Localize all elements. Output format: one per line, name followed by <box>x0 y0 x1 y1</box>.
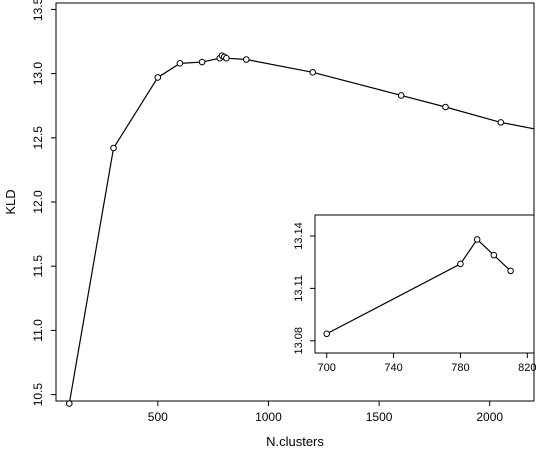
main-data-point <box>243 56 250 63</box>
main-y-axis-label: KLD <box>3 189 18 214</box>
main-data-point <box>198 58 206 66</box>
inset-data-point <box>457 260 464 268</box>
main-y-tick-label: 10.5 <box>31 383 45 407</box>
main-x-tick-label: 500 <box>148 410 168 424</box>
main-data-point <box>397 92 405 99</box>
main-data-point <box>442 103 449 111</box>
inset-y-tick-label: 13.11 <box>293 275 305 302</box>
main-x-axis: 500 1000 1500 2000 <box>148 401 503 424</box>
main-data-point <box>110 144 117 152</box>
inset-y-axis: 13.08 13.11 13.14 <box>293 222 315 355</box>
main-y-tick-label: 13.0 <box>31 62 45 86</box>
inset-plot-frame <box>314 214 535 354</box>
main-x-tick-label: 1500 <box>366 410 393 424</box>
main-y-tick-label: 12.5 <box>31 126 45 150</box>
main-y-tick-label: 11.5 <box>31 255 45 278</box>
main-y-tick-label: 12.0 <box>31 190 45 214</box>
main-y-tick-label: 11.0 <box>31 319 45 342</box>
main-y-tick-label: 13.5 <box>31 0 45 21</box>
main-data-point <box>154 74 162 81</box>
inset-series <box>323 236 514 338</box>
main-series <box>65 52 535 407</box>
main-x-tick-label: 1000 <box>255 410 282 424</box>
main-data-point <box>176 60 184 67</box>
inset-x-tick-label: 780 <box>451 362 469 374</box>
inset-plot-panel: 700 740 780 820 13.08 13.11 13.14 <box>293 214 536 374</box>
main-plot-panel: 500 1000 1500 2000 10.5 11.0 11.5 12.0 12.5 13.0… <box>3 0 535 449</box>
main-x-tick-label: 2000 <box>476 410 503 424</box>
inset-x-axis: 700 740 780 820 <box>318 353 536 374</box>
main-y-axis: 10.5 11.0 11.5 12.0 12.5 13.0 13.5 <box>31 0 56 406</box>
main-data-point <box>309 69 317 76</box>
inset-data-point <box>323 330 331 338</box>
inset-data-point <box>490 251 498 259</box>
inset-x-tick-label: 700 <box>318 362 336 374</box>
inset-y-tick-label: 13.08 <box>293 327 305 355</box>
main-data-point <box>65 400 73 407</box>
inset-data-point <box>473 236 481 243</box>
main-data-point <box>223 54 230 62</box>
inset-background <box>315 215 534 353</box>
main-data-point <box>497 119 505 126</box>
main-x-axis-label: N.clusters <box>266 434 324 449</box>
inset-y-tick-label: 13.14 <box>293 222 305 250</box>
inset-x-tick-label: 820 <box>518 362 536 374</box>
inset-x-tick-label: 740 <box>384 362 402 374</box>
inset-data-point <box>507 267 514 275</box>
